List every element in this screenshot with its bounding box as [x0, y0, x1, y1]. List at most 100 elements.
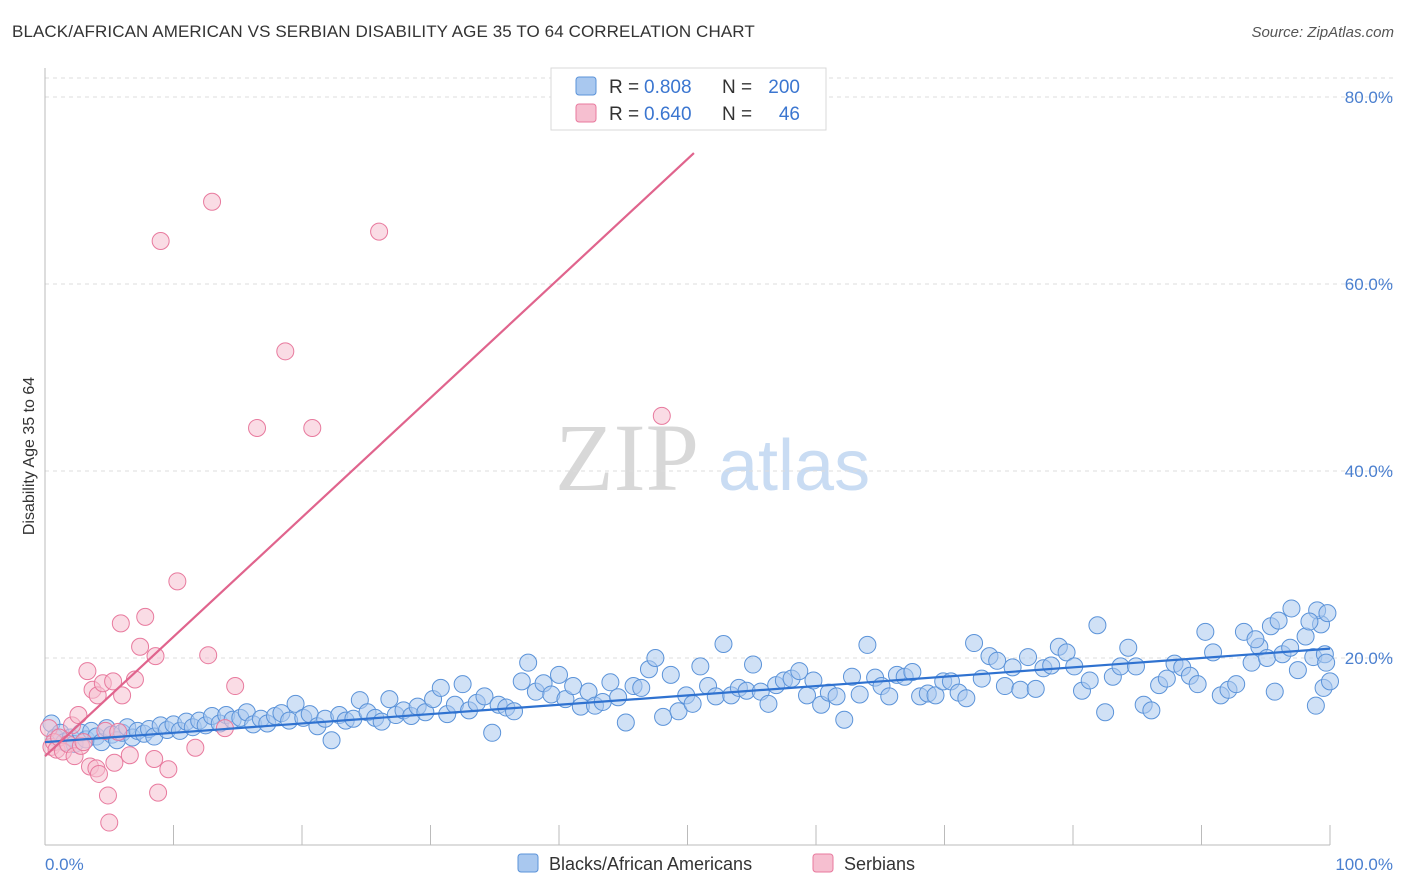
data-point-blacks	[1096, 703, 1115, 722]
y-tick-label: 20.0%	[1345, 649, 1393, 668]
data-point-serbians	[303, 418, 322, 437]
data-point-blacks	[850, 685, 869, 704]
data-point-blacks	[669, 702, 688, 721]
data-point-blacks	[995, 677, 1014, 696]
data-point-blacks	[1188, 675, 1207, 694]
data-point-serbians	[145, 749, 164, 768]
data-point-blacks	[1265, 682, 1284, 701]
y-tick-labels: 20.0% 40.0% 60.0% 80.0%	[1345, 88, 1393, 668]
data-point-serbians	[199, 646, 218, 665]
data-point-blacks	[1019, 648, 1038, 667]
data-point-serbians	[248, 418, 267, 437]
legend-r-value-2: 0.640	[644, 104, 692, 125]
data-point-serbians	[370, 222, 389, 241]
data-point-blacks	[1242, 653, 1261, 672]
watermark-zip: ZIP	[555, 404, 699, 511]
stats-legend: R = 0.808 N = 200 R = 0.640 N = 46	[550, 67, 827, 131]
data-point-blacks	[1119, 638, 1138, 657]
data-point-serbians	[104, 672, 123, 691]
data-point-blacks	[903, 663, 922, 682]
data-point-serbians	[98, 786, 117, 805]
data-point-serbians	[89, 764, 108, 783]
legend-n-label-2: N =	[722, 104, 752, 125]
data-point-serbians	[226, 677, 245, 696]
data-point-blacks	[1003, 658, 1022, 677]
data-point-blacks	[1296, 627, 1315, 646]
data-point-blacks	[1196, 622, 1215, 641]
legend-n-value-1: 200	[768, 77, 800, 98]
data-point-blacks	[827, 687, 846, 706]
data-point-blacks	[926, 686, 945, 705]
data-point-blacks	[505, 702, 524, 721]
data-point-serbians	[159, 760, 178, 779]
data-point-blacks	[601, 673, 620, 692]
data-point-serbians	[113, 686, 132, 705]
data-point-serbians	[203, 192, 222, 211]
series-serbians-points	[39, 192, 671, 832]
data-point-blacks	[1300, 612, 1319, 631]
data-point-serbians	[136, 607, 155, 626]
series-legend: Blacks/African Americans Serbians	[517, 853, 915, 874]
bottom-legend-swatch-blue	[517, 853, 539, 873]
data-point-blacks	[1227, 675, 1246, 694]
data-point-blacks	[1080, 671, 1099, 690]
x-tick-label-min: 0.0%	[45, 855, 84, 874]
legend-n-label-1: N =	[722, 77, 752, 98]
data-point-serbians	[168, 572, 187, 591]
data-point-blacks	[1246, 630, 1265, 649]
series-blacks-points	[42, 599, 1339, 754]
data-point-blacks	[858, 635, 877, 654]
y-tick-label: 80.0%	[1345, 88, 1393, 107]
data-point-blacks	[759, 694, 778, 713]
stats-legend-box	[550, 67, 827, 131]
data-point-blacks	[1026, 679, 1045, 698]
data-point-serbians	[151, 231, 170, 250]
bottom-legend-label-blacks: Blacks/African Americans	[549, 854, 752, 874]
data-point-blacks	[616, 713, 635, 732]
data-point-blacks	[1142, 701, 1161, 720]
data-point-blacks	[1157, 669, 1176, 688]
data-point-blacks	[431, 678, 450, 697]
data-point-blacks	[286, 694, 305, 713]
data-point-blacks	[1318, 604, 1337, 623]
data-point-blacks	[1269, 611, 1288, 630]
data-point-blacks	[835, 710, 854, 729]
data-point-blacks	[1011, 680, 1030, 699]
data-point-blacks	[804, 671, 823, 690]
data-point-blacks	[714, 634, 733, 653]
grid-lines	[45, 77, 1393, 659]
data-point-blacks	[322, 731, 341, 750]
data-point-blacks	[744, 655, 763, 674]
data-point-blacks	[661, 665, 680, 684]
data-point-blacks	[1317, 653, 1336, 672]
data-point-blacks	[453, 675, 472, 694]
data-point-blacks	[654, 707, 673, 726]
legend-r-label-1: R =	[609, 77, 639, 98]
data-point-blacks	[380, 690, 399, 709]
data-point-blacks	[1282, 599, 1301, 618]
data-point-serbians	[186, 738, 205, 757]
data-point-blacks	[632, 678, 651, 697]
data-point-blacks	[512, 672, 531, 691]
legend-n-value-2: 46	[779, 104, 800, 125]
data-point-serbians	[105, 753, 124, 772]
data-point-blacks	[1306, 696, 1325, 715]
data-point-blacks	[988, 651, 1007, 670]
data-point-blacks	[706, 687, 725, 706]
data-point-blacks	[1111, 657, 1130, 676]
data-point-blacks	[957, 689, 976, 708]
source-label: Source: ZipAtlas.com	[1251, 24, 1394, 41]
y-axis-title: Disability Age 35 to 64	[21, 377, 38, 535]
bottom-legend-label-serbians: Serbians	[844, 854, 915, 874]
data-point-blacks	[475, 687, 494, 706]
y-tick-label: 60.0%	[1345, 275, 1393, 294]
data-point-serbians	[100, 813, 119, 832]
data-point-blacks	[646, 649, 665, 667]
data-point-blacks	[564, 677, 583, 696]
data-point-serbians	[78, 662, 97, 681]
data-point-serbians	[111, 614, 130, 633]
data-point-serbians	[652, 406, 671, 425]
data-point-serbians	[120, 746, 139, 765]
data-point-blacks	[519, 653, 538, 672]
y-tick-label: 40.0%	[1345, 462, 1393, 481]
